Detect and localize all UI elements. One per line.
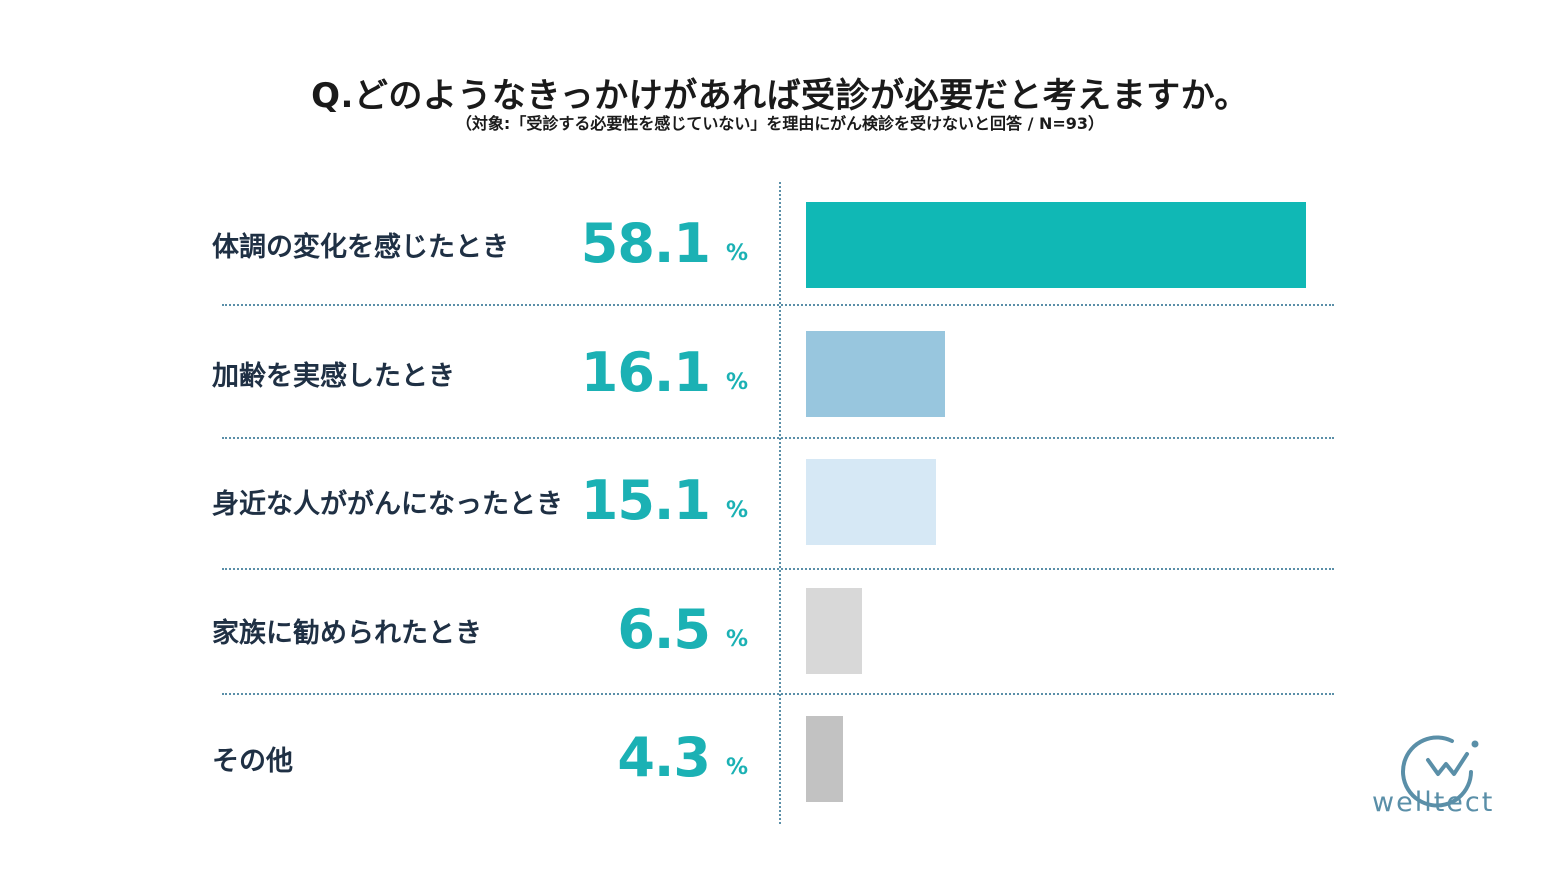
welltect-logo-text: welltect	[1372, 787, 1495, 818]
percent-unit: %	[726, 627, 749, 652]
percent-unit: %	[726, 241, 749, 266]
row-separator	[222, 568, 1334, 570]
value-label: 15.1	[580, 469, 711, 532]
category-label: 身近な人ががんになったとき	[212, 489, 563, 520]
bar	[806, 202, 1306, 288]
percent-unit: %	[726, 370, 749, 395]
category-label: 体調の変化を感じたとき	[212, 232, 509, 263]
bar	[806, 588, 862, 674]
value-label: 58.1	[580, 212, 711, 275]
category-label: 家族に勧められたとき	[212, 618, 482, 649]
chart-subtitle: （対象:「受診する必要性を感じていない」を理由にがん検診を受けないと回答 / N…	[455, 114, 1105, 133]
row-separator	[222, 693, 1334, 695]
category-label: その他	[212, 746, 293, 777]
category-label: 加齢を実感したとき	[212, 361, 455, 392]
row-separator	[222, 304, 1334, 306]
bar	[806, 459, 936, 545]
axis-divider-line	[779, 182, 781, 824]
percent-unit: %	[726, 755, 749, 780]
welltect-logo-icon	[1401, 735, 1479, 808]
chart-title: Q.どのようなきっかけがあれば受診が必要だと考えますか。	[311, 76, 1249, 116]
bar	[806, 716, 843, 802]
value-label: 16.1	[580, 341, 711, 404]
row-separator	[222, 437, 1334, 439]
percent-unit: %	[726, 498, 749, 523]
value-label: 4.3	[617, 726, 711, 789]
bar	[806, 331, 945, 417]
value-label: 6.5	[617, 598, 711, 661]
